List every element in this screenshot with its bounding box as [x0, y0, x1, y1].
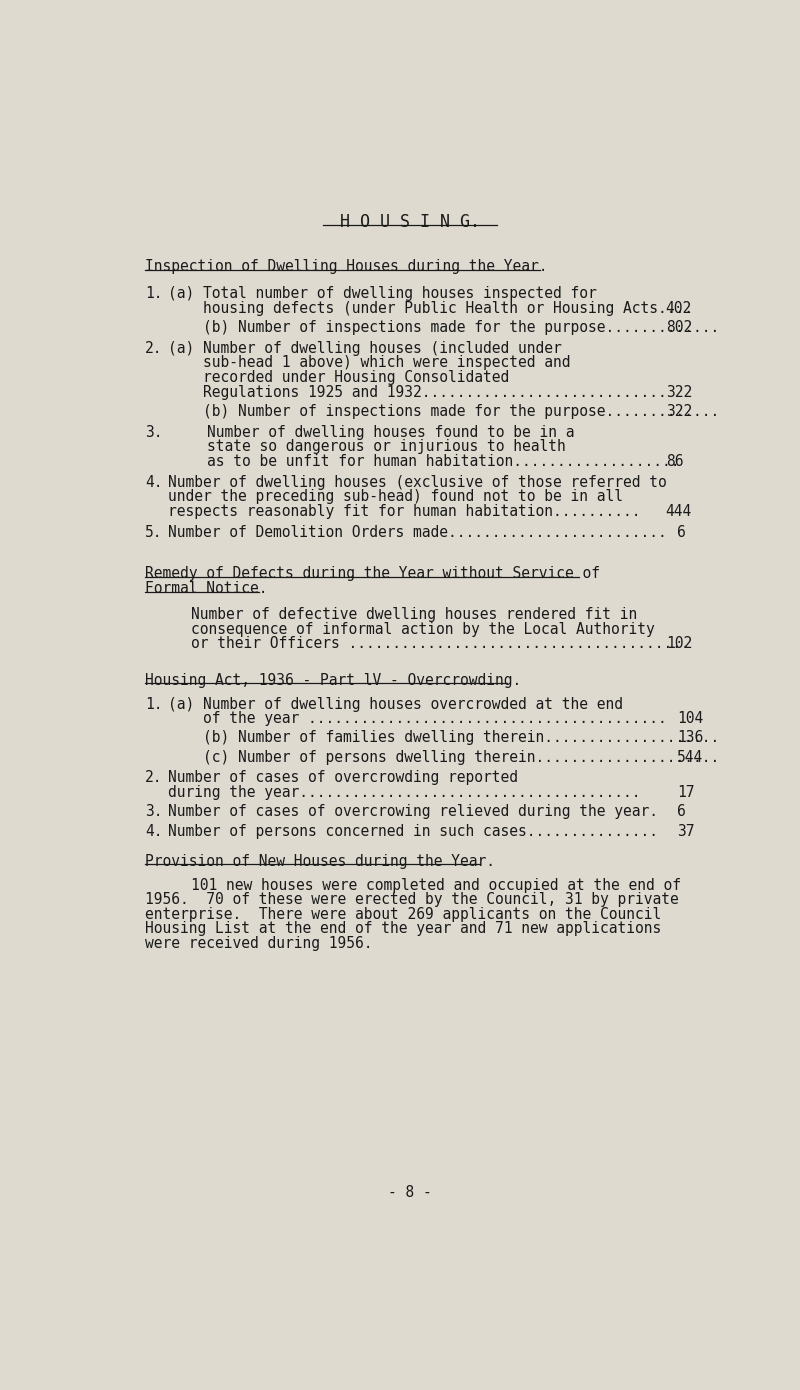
- Text: 3.: 3.: [145, 805, 162, 819]
- Text: Number of defective dwelling houses rendered fit in: Number of defective dwelling houses rend…: [191, 607, 638, 623]
- Text: 101 new houses were completed and occupied at the end of: 101 new houses were completed and occupi…: [191, 877, 682, 892]
- Text: consequence of informal action by the Local Authority: consequence of informal action by the Lo…: [191, 621, 655, 637]
- Text: - 8 -: - 8 -: [388, 1184, 432, 1200]
- Text: Number of cases of overcrowing relieved during the year.: Number of cases of overcrowing relieved …: [168, 805, 658, 819]
- Text: 1956.  70 of these were erected by the Council, 31 by private: 1956. 70 of these were erected by the Co…: [145, 892, 678, 908]
- Text: 4.: 4.: [145, 824, 162, 838]
- Text: 6: 6: [678, 805, 686, 819]
- Text: 102: 102: [666, 637, 692, 652]
- Text: 2.: 2.: [145, 770, 162, 785]
- Text: of the year .........................................: of the year ............................…: [168, 712, 667, 726]
- Text: (b) Number of families dwelling therein....................: (b) Number of families dwelling therein.…: [168, 730, 719, 745]
- Text: 5.: 5.: [145, 525, 162, 539]
- Text: 37: 37: [678, 824, 695, 838]
- Text: 136: 136: [678, 730, 704, 745]
- Text: 322: 322: [666, 385, 692, 400]
- Text: 3.: 3.: [145, 425, 162, 439]
- Text: Remedy of Defects during the Year without Service of: Remedy of Defects during the Year withou…: [145, 567, 600, 581]
- Text: 17: 17: [678, 785, 695, 801]
- Text: 2.: 2.: [145, 341, 162, 356]
- Text: (c) Number of persons dwelling therein.....................: (c) Number of persons dwelling therein..…: [168, 749, 719, 764]
- Text: enterprise.  There were about 269 applicants on the Council: enterprise. There were about 269 applica…: [145, 906, 662, 922]
- Text: respects reasonably fit for human habitation..........: respects reasonably fit for human habita…: [168, 505, 641, 518]
- Text: 86: 86: [666, 455, 683, 468]
- Text: 1.: 1.: [145, 286, 162, 302]
- Text: sub-head 1 above) which were inspected and: sub-head 1 above) which were inspected a…: [168, 356, 570, 371]
- Text: 322: 322: [666, 404, 692, 418]
- Text: (b) Number of inspections made for the purpose.............: (b) Number of inspections made for the p…: [168, 320, 719, 335]
- Text: (a) Total number of dwelling houses inspected for: (a) Total number of dwelling houses insp…: [168, 286, 597, 302]
- Text: Number of persons concerned in such cases...............: Number of persons concerned in such case…: [168, 824, 658, 838]
- Text: (a) Number of dwelling houses (included under: (a) Number of dwelling houses (included …: [168, 341, 562, 356]
- Text: 1.: 1.: [145, 696, 162, 712]
- Text: during the year.......................................: during the year.........................…: [168, 785, 641, 801]
- Text: Number of cases of overcrowding reported: Number of cases of overcrowding reported: [168, 770, 518, 785]
- Text: H O U S I N G.: H O U S I N G.: [340, 213, 480, 231]
- Text: Number of dwelling houses found to be in a: Number of dwelling houses found to be in…: [207, 425, 574, 439]
- Text: Housing List at the end of the year and 71 new applications: Housing List at the end of the year and …: [145, 922, 662, 937]
- Text: Inspection of Dwelling Houses during the Year.: Inspection of Dwelling Houses during the…: [145, 259, 547, 274]
- Text: state so dangerous or injurious to health: state so dangerous or injurious to healt…: [207, 439, 566, 455]
- Text: housing defects (under Public Health or Housing Acts....: housing defects (under Public Health or …: [168, 300, 693, 316]
- Text: as to be unfit for human habitation...................: as to be unfit for human habitation.....…: [207, 455, 679, 468]
- Text: Provision of New Houses during the Year.: Provision of New Houses during the Year.: [145, 853, 495, 869]
- Text: recorded under Housing Consolidated: recorded under Housing Consolidated: [168, 370, 510, 385]
- Text: 402: 402: [666, 300, 692, 316]
- Text: 444: 444: [666, 505, 692, 518]
- Text: 544: 544: [678, 749, 704, 764]
- Text: Regulations 1925 and 1932............................: Regulations 1925 and 1932...............…: [168, 385, 667, 400]
- Text: Number of Demolition Orders made.........................: Number of Demolition Orders made........…: [168, 525, 667, 539]
- Text: or their Officers .......................................: or their Officers ......................…: [191, 637, 690, 652]
- Text: 802: 802: [666, 320, 692, 335]
- Text: 104: 104: [678, 712, 704, 726]
- Text: under the preceding sub-head) found not to be in all: under the preceding sub-head) found not …: [168, 489, 623, 505]
- Text: 6: 6: [678, 525, 686, 539]
- Text: (b) Number of inspections made for the purpose.............: (b) Number of inspections made for the p…: [168, 404, 719, 418]
- Text: (a) Number of dwelling houses overcrowded at the end: (a) Number of dwelling houses overcrowde…: [168, 696, 623, 712]
- Text: Number of dwelling houses (exclusive of those referred to: Number of dwelling houses (exclusive of …: [168, 475, 667, 489]
- Text: 4.: 4.: [145, 475, 162, 489]
- Text: Housing Act, 1936 - Part lV - Overcrowding.: Housing Act, 1936 - Part lV - Overcrowdi…: [145, 673, 522, 688]
- Text: were received during 1956.: were received during 1956.: [145, 935, 373, 951]
- Text: Formal Notice.: Formal Notice.: [145, 581, 267, 596]
